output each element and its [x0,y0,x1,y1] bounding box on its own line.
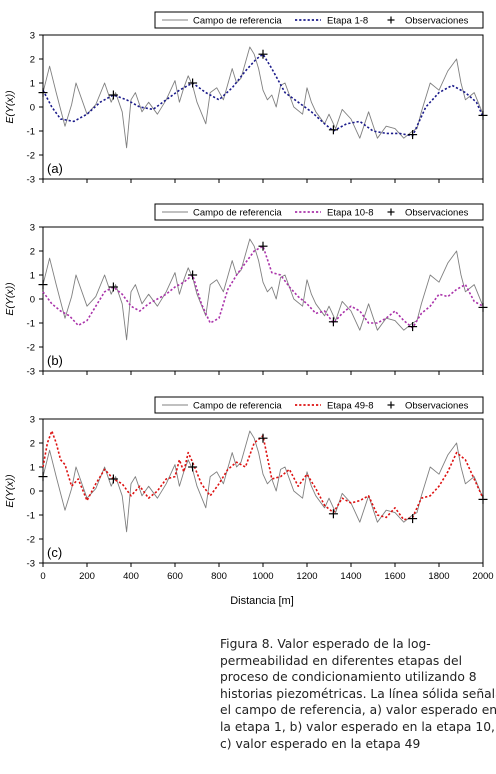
chart-panel: 3 2 1 0 -1 -2 -3 E(Y(x)) (b) Campo de referencia E… [4,203,488,378]
x-tick-label: 400 [123,571,139,582]
y-tick-label: 2 [30,55,35,66]
y-tick-label: -1 [27,127,35,138]
observation-point [38,280,48,290]
legend-label-observations: Observaciones [405,401,469,412]
observation-point [408,514,418,524]
x-axis-label: Distancia [m] [230,595,294,607]
observation-point [188,270,198,280]
y-axis-label: E(Y(x)) [4,282,16,315]
figure-canvas: Distancia [m] 3 2 1 0 -1 -2 -3 E(Y(x)) (a) Campo … [4,11,494,607]
legend: Campo de referencia Etapa 1-8 Observacione… [154,11,484,29]
caption-line: historias piezométricas. La línea sólida… [220,686,496,701]
expected-value-line [42,245,484,329]
panel-label: (c) [47,545,62,560]
legend-label-observations: Observaciones [405,16,469,27]
x-tick-label: 0 [40,571,45,582]
observation-point [258,49,268,59]
legend-label-observations: Observaciones [405,208,469,219]
caption-line: la etapa 1, b) valor esperado en la etap… [220,719,495,734]
y-tick-label: 1 [30,463,35,474]
y-tick-label: 1 [30,271,35,282]
expected-value-line [42,430,484,521]
observation-point [478,302,488,312]
observation-point [188,78,198,88]
legend: Campo de referencia Etapa 10-8 Observacion… [154,203,484,221]
legend: Campo de referencia Etapa 49-8 Observacion… [154,396,484,414]
reference-field-line [42,430,484,533]
observation-point [38,472,48,482]
legend-label-reference: Campo de referencia [193,401,282,412]
legend-label-expected: Etapa 49-8 [327,401,373,412]
legend-label-expected: Etapa 1-8 [327,16,368,27]
observation-point [328,317,338,327]
y-tick-label: 1 [30,79,35,90]
observation-point [328,125,338,135]
y-tick-label: -1 [27,511,35,522]
y-tick-label: 2 [30,247,35,258]
x-tick-label: 1400 [340,571,361,582]
caption-line: permeabilidad en diferentes etapas del [220,653,462,668]
legend-box [154,203,484,221]
observation-point [258,433,268,443]
x-tick-label: 2000 [472,571,493,582]
y-tick-label: -3 [27,175,35,186]
x-tick-label: 1000 [252,571,273,582]
legend-swatch-observations [387,208,395,216]
x-tick-label: 200 [79,571,95,582]
observation-point [108,474,118,484]
observation-point [408,130,418,140]
observation-point [108,282,118,292]
chart-panel: 3 2 1 0 -1 -2 -3 E(Y(x)) (a) Campo de referencia E… [4,11,488,186]
y-tick-label: -1 [27,319,35,330]
observation-point [328,509,338,519]
y-tick-label: 0 [30,103,35,114]
legend-swatch-observations [387,16,395,24]
y-axis-label: E(Y(x)) [4,474,16,507]
observation-point [478,494,488,504]
y-axis-label: E(Y(x)) [4,90,16,123]
observation-point [108,90,118,100]
legend-label-reference: Campo de referencia [193,208,282,219]
x-tick-label: 1200 [296,571,317,582]
observation-point [38,88,48,98]
x-tick-label: 800 [211,571,227,582]
chart-panel: 3 2 1 0 -1 -2 -3 0 200 400 600 800 1000 1200 1400 1600 1… [4,396,494,582]
x-tick-label: 1600 [384,571,405,582]
y-tick-label: 3 [30,223,35,234]
y-tick-label: 3 [30,31,35,42]
caption-line: c) valor esperado en la etapa 49 [220,736,421,751]
reference-field-line [42,46,484,149]
y-tick-label: 2 [30,439,35,450]
y-tick-label: -3 [27,559,35,570]
panel-label: (a) [47,161,63,176]
legend-box [154,396,484,414]
legend-label-expected: Etapa 10-8 [327,208,373,219]
observation-point [408,322,418,332]
y-tick-label: -2 [27,535,35,546]
observation-point [478,110,488,120]
y-tick-label: 0 [30,295,35,306]
x-tick-label: 1800 [428,571,449,582]
y-tick-label: 0 [30,487,35,498]
y-tick-label: -2 [27,151,35,162]
legend-swatch-observations [387,401,395,409]
x-tick-label: 600 [167,571,183,582]
y-tick-label: 3 [30,415,35,426]
y-tick-label: -2 [27,343,35,354]
panel-label: (b) [47,353,63,368]
observation-point [258,241,268,251]
caption-line: el campo de referencia, a) valor esperad… [220,703,496,718]
y-tick-label: -3 [27,367,35,378]
reference-field-line [42,238,484,341]
legend-box [154,11,484,29]
caption-line: Figura 8. Valor esperado de la log- [220,637,431,651]
legend-label-reference: Campo de referencia [193,16,282,27]
observation-point [188,462,198,472]
figure-caption: Figura 8. Valor esperado de la log- perm… [220,636,496,752]
caption-line: proceso de condicionamiento utilizando 8 [220,670,477,685]
